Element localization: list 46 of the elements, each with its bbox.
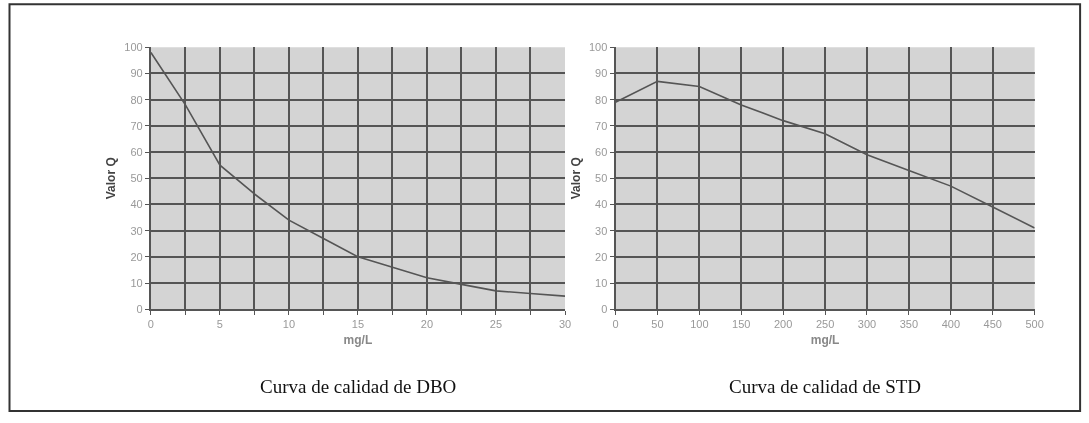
x-tick-label: 150	[732, 318, 751, 331]
y-tick-label: 10	[595, 276, 608, 289]
x-tick-label: 450	[983, 318, 1002, 331]
y-tick-label: 0	[136, 303, 143, 316]
x-tick-label: 10	[282, 318, 296, 331]
x-tick-label: 350	[899, 318, 919, 331]
x-tick-label: 5	[216, 318, 223, 331]
x-tick-label: 500	[1025, 318, 1044, 331]
y-tick-label: 50	[130, 172, 143, 185]
y-tick-label: 70	[595, 119, 608, 132]
x-tick-label: 30	[558, 318, 572, 331]
y-tick-label: 90	[130, 67, 143, 80]
x-tick-label: 400	[941, 318, 960, 331]
y-axis-title: Valor Q	[104, 157, 119, 200]
x-tick-label: 100	[690, 318, 709, 331]
x-tick-label: 0	[612, 318, 619, 331]
y-axis-title: Valor Q	[568, 157, 583, 200]
x-tick-label: 25	[489, 318, 503, 331]
y-tick-label: 60	[595, 145, 608, 158]
y-tick-label: 100	[588, 41, 608, 54]
x-axis-title: mg/L	[343, 332, 373, 347]
x-tick-label: 20	[420, 318, 434, 331]
x-tick-label: 50	[651, 318, 664, 331]
y-tick-label: 40	[595, 198, 608, 211]
y-tick-label: 20	[595, 250, 608, 263]
y-tick-label: 90	[595, 67, 608, 80]
x-tick-label: 300	[857, 318, 877, 331]
x-tick-label: 15	[351, 318, 365, 331]
y-tick-label: 80	[130, 93, 143, 106]
x-tick-label: 0	[147, 318, 154, 331]
text: Curva de calidad de STD	[729, 376, 922, 397]
y-tick-label: 30	[595, 224, 608, 237]
y-tick-label: 100	[124, 41, 143, 54]
y-tick-label: 30	[130, 224, 143, 237]
y-tick-label: 50	[595, 172, 608, 185]
y-tick-label: 70	[130, 119, 143, 132]
y-tick-label: 10	[130, 276, 143, 289]
x-tick-label: 200	[773, 318, 793, 331]
y-tick-label: 20	[130, 250, 143, 263]
x-tick-label: 250	[815, 318, 835, 331]
text: Curva de calidad de DBO	[260, 376, 457, 397]
y-tick-label: 40	[130, 198, 143, 211]
x-axis-title: mg/L	[810, 332, 840, 347]
y-tick-label: 80	[595, 93, 608, 106]
y-tick-label: 0	[601, 303, 608, 316]
y-tick-label: 60	[130, 145, 143, 158]
